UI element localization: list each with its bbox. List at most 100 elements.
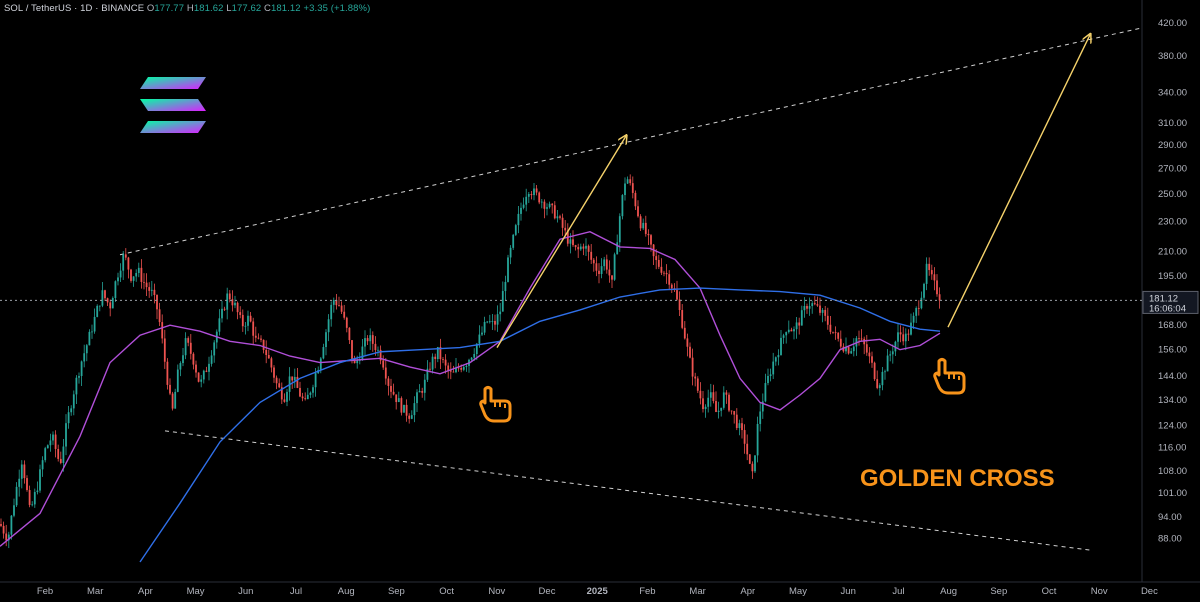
candle-body — [353, 358, 356, 364]
time-axis-tick: Apr — [740, 586, 755, 597]
candle-body — [871, 356, 873, 363]
close-value: 181.12 — [271, 3, 301, 14]
candle-body — [218, 318, 221, 332]
candle-body — [161, 322, 164, 339]
candle-body — [418, 391, 421, 393]
candle-body — [691, 357, 694, 377]
candle-body — [540, 201, 543, 203]
candle-body — [369, 335, 372, 342]
candle-body — [847, 347, 850, 354]
candle-body — [915, 308, 918, 316]
candle-body — [886, 355, 889, 372]
candle-body — [746, 443, 749, 455]
high-value: 181.62 — [193, 3, 224, 14]
candle-body — [70, 408, 73, 413]
candle-body — [728, 394, 730, 411]
current-price-tag: 181.12 16:06:04 — [1142, 290, 1199, 314]
candle-body — [304, 398, 307, 400]
candle-body — [247, 315, 249, 326]
price-axis-tick: 156.00 — [1158, 345, 1187, 356]
candle-body — [598, 270, 600, 275]
candle-body — [839, 338, 842, 347]
candle-body — [494, 321, 496, 325]
candle-body — [202, 370, 205, 380]
candle-body — [306, 394, 309, 400]
candle-body — [221, 308, 223, 319]
candle-body — [923, 283, 925, 298]
candle-body — [702, 398, 704, 410]
candle-body — [140, 267, 143, 282]
candle-body — [395, 394, 398, 403]
candle-body — [52, 434, 54, 441]
trend-line-lower[interactable] — [164, 430, 1091, 551]
candle-body — [486, 321, 489, 323]
candle-body — [488, 321, 491, 323]
candle-body — [665, 272, 668, 275]
candle-body — [379, 349, 382, 361]
candle-body — [704, 406, 707, 410]
candle-body — [543, 201, 546, 209]
candle-body — [106, 298, 109, 303]
candle-body — [444, 359, 447, 366]
symbol-label[interactable]: SOL / TetherUS · 1D · BINANCE — [4, 3, 145, 14]
moving-average-long[interactable] — [139, 287, 941, 563]
candle-body — [725, 392, 728, 395]
candle-body — [426, 368, 429, 380]
candle-body — [845, 347, 847, 352]
candle-body — [756, 423, 759, 456]
candle-body — [522, 204, 525, 208]
candle-body — [868, 352, 871, 357]
candle-body — [564, 227, 567, 231]
candle-body — [798, 322, 801, 326]
candle-body — [891, 351, 894, 355]
candle-body — [694, 376, 697, 379]
candle-body — [639, 216, 642, 229]
candle-body — [127, 257, 130, 270]
pointing-hand-icon — [933, 358, 966, 395]
candle-body — [239, 312, 242, 315]
projection-arrow[interactable] — [496, 136, 626, 348]
candle-body — [322, 347, 325, 359]
candle-body — [553, 205, 556, 219]
candle-body — [122, 254, 125, 271]
candle-body — [876, 379, 879, 388]
candle-body — [254, 335, 257, 338]
candle-body — [743, 430, 746, 444]
candle-body — [735, 414, 738, 429]
candle-body — [49, 440, 52, 446]
candle-body — [790, 329, 793, 332]
candle-body — [158, 309, 161, 323]
candle-body — [312, 387, 314, 393]
price-axis-tick: 88.00 — [1158, 534, 1182, 545]
price-axis-tick: 108.00 — [1158, 466, 1187, 477]
candle-body — [475, 343, 478, 354]
time-axis-tick: Jul — [290, 586, 302, 597]
candle-body — [917, 308, 920, 309]
candle-body — [111, 297, 114, 309]
candle-body — [860, 338, 863, 340]
candle-body — [535, 188, 538, 193]
price-axis[interactable]: 420.00 380.00 340.00 310.00 290.00 270.00 250.… — [1158, 18, 1187, 545]
candle-body — [912, 315, 915, 323]
candle-body — [442, 359, 444, 360]
candle-body — [647, 233, 650, 236]
time-axis[interactable]: Feb Mar Apr May Jun Jul Aug Sep Oct Nov Dec 2025 Feb… — [37, 586, 1158, 597]
candle-body — [470, 357, 473, 360]
candle-body — [265, 349, 268, 355]
projection-arrow[interactable] — [947, 35, 1090, 328]
candle-body — [309, 392, 312, 395]
candle-body — [577, 247, 580, 250]
candle-body — [436, 346, 439, 360]
candle-body — [715, 401, 717, 412]
candle-body — [608, 269, 611, 276]
candle-body — [678, 299, 681, 311]
candle-body — [213, 342, 216, 356]
candle-body — [416, 392, 418, 404]
candle-body — [821, 309, 824, 313]
trend-line-upper[interactable] — [119, 14, 1200, 256]
candle-body — [897, 332, 899, 342]
price-axis-tick: 210.00 — [1158, 247, 1187, 258]
candle-body — [119, 270, 122, 278]
moving-average-short[interactable] — [0, 230, 941, 547]
